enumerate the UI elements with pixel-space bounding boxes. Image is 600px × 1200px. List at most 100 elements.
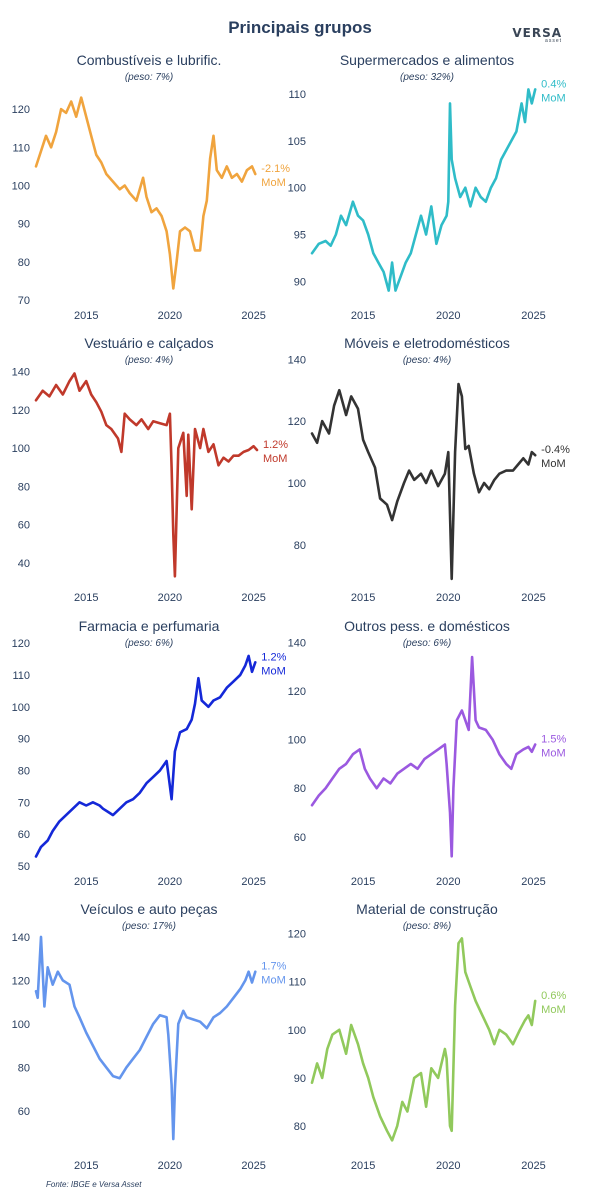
chart-subtitle: (peso: 32%) (400, 72, 454, 83)
logo-main-text: VERSA (512, 26, 562, 40)
mom-change-label: MoM (541, 458, 565, 470)
y-tick-label: 80 (18, 766, 30, 778)
chart-subtitle: (peso: 6%) (403, 638, 451, 649)
y-tick-label: 70 (18, 797, 30, 809)
mom-change-label: MoM (263, 453, 287, 465)
y-tick-label: 120 (288, 929, 306, 941)
chart-title: Combustíveis e lubrific. (77, 52, 222, 68)
series-line (310, 655, 537, 858)
y-tick-label: 140 (288, 354, 306, 366)
y-tick-label: 60 (294, 832, 306, 844)
y-tick-label: 110 (12, 670, 30, 682)
mom-change-label: MoM (541, 747, 565, 759)
y-tick-label: 60 (18, 829, 30, 841)
x-tick-label: 2015 (351, 1160, 375, 1172)
x-tick-label: 2020 (158, 876, 182, 888)
x-tick-label: 2015 (351, 876, 375, 888)
y-tick-label: 80 (18, 481, 30, 493)
y-tick-label: 120 (12, 405, 30, 417)
chart-subtitle: (peso: 4%) (403, 355, 451, 366)
y-tick-label: 60 (18, 520, 30, 532)
chart-title: Supermercados e alimentos (340, 52, 514, 68)
chart-title: Outros pess. e domésticos (344, 618, 510, 634)
logo-sub-text: asset (545, 38, 562, 44)
y-tick-label: 100 (288, 478, 306, 490)
y-tick-label: 110 (288, 89, 306, 101)
y-tick-label: 140 (12, 367, 30, 379)
y-tick-label: 100 (288, 735, 306, 747)
x-tick-label: 2025 (521, 310, 545, 322)
chart-subtitle: (peso: 7%) (125, 72, 173, 83)
x-tick-label: 2025 (521, 876, 545, 888)
x-tick-label: 2025 (521, 1160, 545, 1172)
x-tick-label: 2020 (436, 1160, 460, 1172)
y-tick-label: 80 (294, 1121, 306, 1133)
series-line (310, 382, 537, 581)
x-tick-label: 2015 (74, 592, 98, 604)
x-tick-label: 2025 (241, 592, 265, 604)
y-tick-label: 120 (288, 416, 306, 428)
y-tick-label: 105 (288, 136, 306, 148)
y-tick-label: 100 (288, 183, 306, 195)
x-tick-label: 2020 (436, 310, 460, 322)
y-tick-label: 120 (12, 638, 30, 650)
y-tick-label: 90 (294, 1073, 306, 1085)
series-line (310, 88, 537, 292)
y-tick-label: 80 (18, 1062, 30, 1074)
y-tick-label: 100 (12, 1019, 30, 1031)
y-tick-label: 60 (18, 1106, 30, 1118)
mom-change-value: 0.6% (541, 990, 566, 1002)
y-tick-label: 90 (18, 734, 30, 746)
x-tick-label: 2015 (74, 1160, 98, 1172)
series-line (310, 937, 537, 1142)
y-tick-label: 95 (294, 229, 306, 241)
chart-title: Material de construção (356, 901, 498, 917)
y-tick-label: 90 (18, 219, 30, 231)
y-tick-label: 80 (18, 257, 30, 269)
y-tick-label: 40 (18, 558, 30, 570)
y-tick-label: 100 (12, 702, 30, 714)
chart-subtitle: (peso: 8%) (403, 921, 451, 932)
x-tick-label: 2025 (521, 592, 545, 604)
y-tick-label: 100 (12, 443, 30, 455)
y-tick-label: 140 (288, 637, 306, 649)
brand-logo: VERSA asset (512, 26, 562, 44)
chart-subtitle: (peso: 17%) (122, 921, 176, 932)
mom-change-label: MoM (261, 177, 285, 189)
x-tick-label: 2025 (241, 1160, 265, 1172)
chart-title: Móveis e eletrodomésticos (344, 335, 510, 351)
chart-title: Veículos e auto peças (81, 901, 218, 917)
y-tick-label: 50 (18, 861, 30, 873)
y-tick-label: 120 (288, 686, 306, 698)
x-tick-label: 2015 (74, 876, 98, 888)
chart-subtitle: (peso: 4%) (125, 355, 173, 366)
y-tick-label: 80 (294, 540, 306, 552)
series-line (34, 96, 257, 290)
x-tick-label: 2020 (436, 876, 460, 888)
x-tick-label: 2020 (158, 1160, 182, 1172)
mom-change-label: MoM (261, 665, 285, 677)
x-tick-label: 2015 (351, 310, 375, 322)
mom-change-value: 1.2% (263, 439, 288, 451)
mom-change-label: MoM (541, 1004, 565, 1016)
y-tick-label: 100 (12, 180, 30, 192)
series-line (34, 935, 257, 1141)
y-tick-label: 80 (294, 783, 306, 795)
y-tick-label: 100 (288, 1025, 306, 1037)
mom-change-value: 1.7% (261, 961, 286, 973)
series-line (34, 654, 257, 858)
series-line (34, 372, 259, 578)
y-tick-label: 120 (12, 975, 30, 987)
x-tick-label: 2025 (241, 876, 265, 888)
mom-change-value: -0.4% (541, 444, 570, 456)
mom-change-value: 1.2% (261, 651, 286, 663)
mom-change-label: MoM (261, 975, 285, 987)
y-tick-label: 90 (294, 276, 306, 288)
chart-subtitle: (peso: 6%) (125, 638, 173, 649)
x-tick-label: 2020 (436, 592, 460, 604)
x-tick-label: 2020 (158, 592, 182, 604)
x-tick-label: 2015 (74, 310, 98, 322)
x-tick-label: 2025 (241, 310, 265, 322)
y-tick-label: 70 (18, 295, 30, 307)
